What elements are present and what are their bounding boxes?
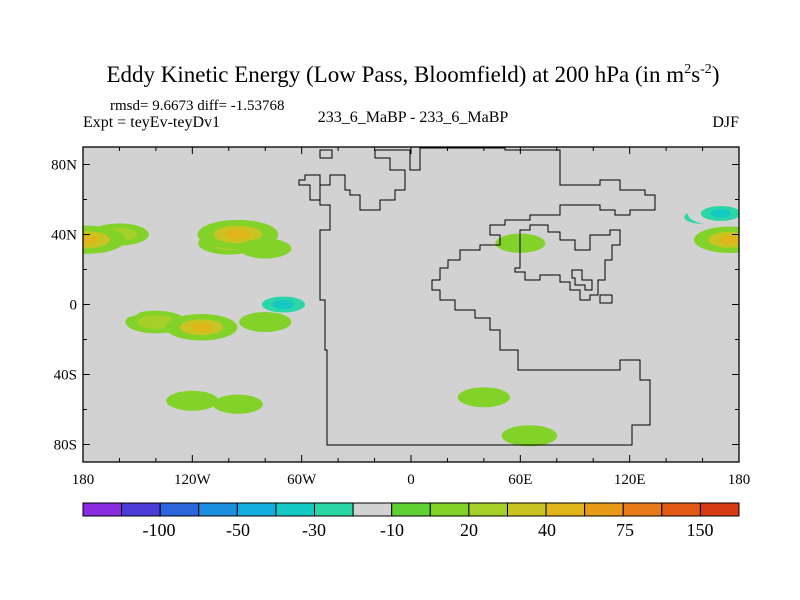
colorbar-label: -50 bbox=[226, 520, 250, 540]
anomaly-contour bbox=[115, 271, 160, 289]
anomaly-core bbox=[225, 229, 251, 240]
experiment-label: Expt = teyEv-teyDv1 bbox=[83, 114, 220, 131]
plot-background bbox=[83, 147, 739, 462]
comparison-label: 233_6_MaBP - 233_6_MaBP bbox=[318, 109, 509, 126]
colorbar-swatch bbox=[198, 502, 238, 517]
anomaly-core bbox=[710, 209, 731, 218]
anomaly-contour bbox=[98, 301, 141, 319]
anomaly-contour bbox=[126, 208, 168, 226]
chart-title: Eddy Kinetic Energy (Low Pass, Bloomfiel… bbox=[107, 62, 720, 87]
y-tick-label: 40N bbox=[51, 228, 77, 244]
colorbar-label: 75 bbox=[616, 520, 634, 540]
colorbar-swatch bbox=[236, 502, 277, 517]
continent-outline-east bbox=[514, 224, 621, 301]
anomaly-contour bbox=[572, 217, 615, 235]
x-tick-label: 60W bbox=[287, 472, 317, 488]
anomaly-contour bbox=[83, 410, 122, 427]
anomaly-contour-inner bbox=[249, 316, 281, 328]
colorbar-swatch bbox=[699, 502, 740, 517]
anomaly-core bbox=[272, 299, 295, 310]
y-tick-label: 80S bbox=[54, 438, 77, 454]
y-axis: 80N 40N 0 40S 80S bbox=[51, 158, 739, 454]
x-tick-label: 120E bbox=[614, 472, 646, 488]
x-tick-label: 60E bbox=[508, 472, 532, 488]
colorbar-label: 20 bbox=[460, 520, 478, 540]
continent-outline-west bbox=[298, 147, 656, 446]
island-outline bbox=[571, 269, 593, 291]
colorbar-swatch bbox=[506, 502, 547, 517]
anomaly-core bbox=[190, 322, 213, 332]
anomaly-contour bbox=[700, 418, 739, 436]
anomaly-contour bbox=[83, 204, 114, 223]
colorbar-swatch bbox=[661, 502, 701, 517]
land-outline bbox=[298, 147, 656, 446]
island-outline-greenland bbox=[319, 149, 333, 159]
anomaly-contour bbox=[281, 264, 323, 282]
colorbar-label: 150 bbox=[687, 520, 714, 540]
y-tick-label: 80N bbox=[51, 158, 77, 174]
anomaly-contour bbox=[463, 279, 504, 295]
anomaly-contour-inner bbox=[468, 391, 500, 404]
x-tick-label: 180 bbox=[728, 472, 751, 488]
colorbar-swatch bbox=[622, 502, 663, 517]
x-tick-label: 180 bbox=[72, 472, 95, 488]
anomaly-field bbox=[83, 201, 739, 447]
colorbar-swatch bbox=[468, 502, 508, 517]
anomaly-core bbox=[83, 234, 99, 245]
anomaly-contour bbox=[208, 271, 250, 289]
colorbar-swatch bbox=[314, 502, 354, 517]
anomaly-contour-inner bbox=[176, 394, 208, 407]
x-tick-label: 0 bbox=[407, 472, 415, 488]
y-tick-label: 0 bbox=[70, 298, 78, 314]
colorbar-swatch bbox=[121, 502, 161, 517]
colorbar-swatch bbox=[391, 502, 431, 517]
colorbar-label: -10 bbox=[380, 520, 404, 540]
anomaly-contour bbox=[663, 252, 705, 269]
colorbar-swatch bbox=[352, 502, 393, 517]
season-label: DJF bbox=[712, 114, 739, 131]
colorbar-swatch bbox=[82, 502, 123, 517]
anomaly-contour bbox=[664, 331, 705, 348]
anomaly-core bbox=[719, 235, 739, 245]
anomaly-contour-inner bbox=[249, 242, 281, 255]
y-tick-label: 40S bbox=[54, 368, 77, 384]
colorbar-swatch bbox=[275, 502, 316, 517]
stats-label: rmsd= 9.6673 diff= -1.53768 bbox=[110, 98, 285, 114]
colorbar-swatch bbox=[159, 502, 200, 517]
anomaly-contour-inner bbox=[222, 398, 253, 411]
colorbar-label: -30 bbox=[302, 520, 326, 540]
colorbar-swatch bbox=[545, 502, 586, 517]
island-outline-small bbox=[599, 294, 613, 304]
anomaly-contour bbox=[171, 214, 213, 231]
colorbar-label: 40 bbox=[538, 520, 556, 540]
colorbar-label: -100 bbox=[143, 520, 176, 540]
colorbar-swatch bbox=[429, 502, 470, 517]
anomaly-contour-inner bbox=[512, 429, 547, 443]
colorbar-swatch bbox=[584, 502, 624, 517]
x-tick-label: 120W bbox=[174, 472, 212, 488]
anomaly-contour-inner bbox=[137, 315, 175, 329]
colorbar: -100 -50 -30 -10 20 40 75 150 bbox=[82, 502, 740, 540]
x-axis: 180 120W 60W 0 60E 120E 180 bbox=[72, 147, 751, 488]
